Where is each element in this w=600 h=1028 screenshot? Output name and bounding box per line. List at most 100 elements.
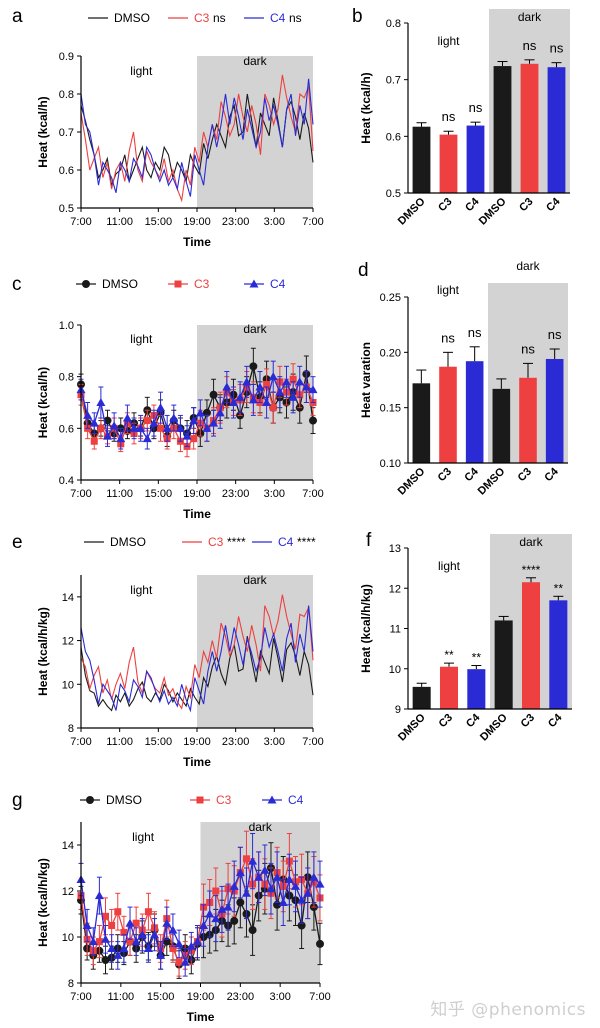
y-tick-label: 13: [389, 543, 401, 555]
data-point: [182, 431, 192, 440]
y-tick-label: 14: [62, 592, 74, 604]
series-c3: [80, 594, 314, 710]
data-point: [156, 403, 166, 412]
y-tick-label: 0.5: [386, 188, 401, 200]
y-tick-label: 0.7: [59, 127, 74, 139]
data-point: [142, 434, 152, 443]
data-point: [94, 891, 104, 900]
legend-dmso: DMSO: [76, 277, 138, 291]
significance-label: ns: [523, 38, 537, 53]
significance-label: ns: [441, 330, 455, 345]
light-label: light: [130, 64, 153, 78]
data-point: [101, 934, 111, 943]
y-tick-label: 10: [62, 932, 74, 944]
y-tick-label: 0.15: [380, 403, 401, 415]
data-point: [263, 380, 271, 388]
data-point: [262, 398, 272, 406]
dark-label: dark: [249, 820, 273, 834]
data-point: [290, 881, 300, 890]
legend-label: DMSO: [102, 277, 138, 291]
legend-c3: C3: [168, 277, 210, 291]
category-label: DMSO: [476, 465, 508, 497]
data-point: [175, 958, 183, 966]
panel-b: blightdarkDMSOnsC3nsC4DMSOnsC3nsC40.50.6…: [352, 6, 570, 227]
y-axis-label: Heat (kcal/h): [36, 367, 50, 438]
series-line: [80, 605, 314, 713]
series-c4: [80, 78, 314, 197]
data-point: [114, 908, 122, 916]
category-label: C3: [436, 466, 454, 484]
data-point: [190, 435, 198, 443]
x-tick-label: 7:00: [302, 488, 323, 500]
panel-letter: c: [12, 274, 22, 295]
light-label: light: [130, 583, 153, 597]
data-point: [186, 941, 196, 950]
data-point: [108, 922, 116, 929]
data-point: [260, 865, 270, 874]
x-tick-label: 7:00: [70, 736, 91, 748]
data-point: [272, 872, 282, 881]
data-point: [101, 956, 110, 964]
data-point: [248, 395, 258, 404]
data-point: [109, 421, 119, 430]
data-point: [288, 392, 298, 401]
data-point: [223, 902, 233, 911]
series-line: [80, 594, 314, 710]
bar-dmso: [492, 388, 511, 463]
y-tick-label: 0.20: [380, 347, 401, 359]
significance-label: ns: [468, 325, 482, 340]
legend-c3: C3 ns: [168, 11, 226, 25]
y-axis-label: Heat (kcal/h/kg): [36, 858, 50, 947]
series-line: [80, 78, 314, 197]
dark-label: dark: [518, 10, 542, 24]
data-point: [230, 916, 239, 925]
data-point: [149, 418, 159, 427]
data-point: [254, 872, 264, 881]
significance-label: **: [554, 581, 564, 595]
x-tick-label: 15:00: [145, 488, 173, 500]
panel-e: e light dark 8 10 12 14 7:00 11:00 15:00 19:00 23:0…: [12, 532, 324, 769]
y-tick-label: 9: [395, 704, 401, 716]
data-point: [180, 957, 190, 966]
data-point: [248, 926, 257, 935]
category-label: DMSO: [477, 195, 509, 227]
data-point: [309, 416, 317, 425]
y-tick-label: 8: [68, 723, 74, 735]
data-point: [228, 398, 238, 406]
data-point: [275, 387, 285, 396]
y-tick-label: 0.8: [386, 18, 401, 30]
light-label: light: [437, 283, 460, 297]
x-axis-label: Time: [183, 235, 211, 249]
x-tick-label: 7:00: [302, 736, 323, 748]
x-tick-label: 11:00: [106, 736, 133, 748]
data-point: [144, 908, 152, 916]
x-axis-label: Time: [183, 507, 211, 521]
data-point: [235, 392, 245, 401]
legend-c3: C3: [190, 793, 232, 807]
x-tick-label: 3:00: [264, 736, 285, 748]
data-point: [248, 856, 258, 865]
legend-c4: C4: [244, 277, 286, 291]
data-point: [132, 919, 140, 927]
data-point: [222, 382, 232, 391]
category-label: C4: [544, 195, 563, 214]
y-tick-label: 12: [62, 636, 74, 648]
series-c4: [80, 605, 314, 713]
data-point: [309, 872, 319, 881]
legend-label: C4: [270, 277, 286, 291]
x-tick-label: 11:00: [107, 991, 134, 1003]
category-label: C3: [517, 196, 535, 214]
legend-marker: [196, 796, 204, 804]
category-label: C4: [542, 465, 561, 484]
bar-c3: [519, 377, 537, 463]
y-tick-label: 0.6: [386, 131, 401, 143]
y-tick-label: 0.25: [380, 292, 401, 304]
legend-significance: ns: [213, 11, 226, 25]
legend-significance: ns: [289, 11, 302, 25]
bar-c3: [439, 666, 459, 709]
legend-label: C4: [278, 535, 294, 549]
data-point: [162, 918, 172, 927]
y-tick-label: 1.0: [59, 320, 74, 332]
legend-label: DMSO: [110, 535, 146, 549]
data-point: [116, 434, 126, 443]
